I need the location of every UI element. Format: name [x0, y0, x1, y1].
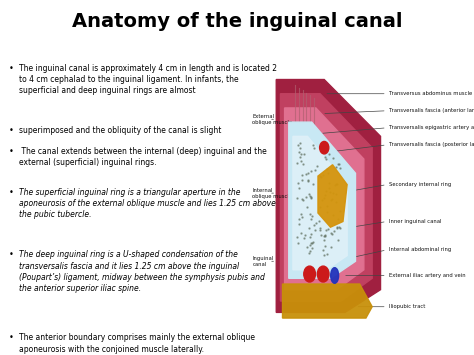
Text: superimposed and the obliquity of the canal is slight: superimposed and the obliquity of the ca…: [19, 126, 222, 135]
Ellipse shape: [331, 268, 338, 283]
Text: Internal
oblique muscle: Internal oblique muscle: [252, 188, 292, 198]
Text: •: •: [9, 188, 13, 197]
Text: The canal extends between the internal (deep) inguinal and the
external (superfi: The canal extends between the internal (…: [19, 147, 267, 167]
Text: Anatomy of the inguinal canal: Anatomy of the inguinal canal: [72, 12, 402, 32]
Text: •: •: [9, 147, 13, 156]
Text: •: •: [9, 251, 13, 260]
Polygon shape: [289, 122, 356, 278]
Circle shape: [304, 266, 316, 282]
Polygon shape: [281, 94, 372, 301]
Text: The inguinal canal is approximately 4 cm in length and is located 2
to 4 cm ceph: The inguinal canal is approximately 4 cm…: [19, 64, 277, 95]
Text: •: •: [9, 333, 13, 343]
Text: Transversus abdominus muscle: Transversus abdominus muscle: [389, 91, 472, 96]
Circle shape: [319, 141, 329, 154]
Text: External
oblique muscle: External oblique muscle: [252, 114, 292, 125]
Polygon shape: [293, 136, 347, 270]
Text: Transversalis fascia (anterior lamina): Transversalis fascia (anterior lamina): [389, 108, 474, 113]
Circle shape: [317, 266, 329, 282]
Text: Inguinal
canal: Inguinal canal: [252, 256, 273, 267]
Text: External iliac artery and vein: External iliac artery and vein: [389, 273, 465, 278]
Text: Inner inguinal canal: Inner inguinal canal: [389, 219, 441, 224]
Polygon shape: [284, 108, 364, 290]
Text: Transversalis fascia (posterior lamina): Transversalis fascia (posterior lamina): [389, 142, 474, 147]
Text: •: •: [9, 64, 13, 73]
Text: The deep inguinal ring is a U-shaped condensation of the
transversalis fascia an: The deep inguinal ring is a U-shaped con…: [19, 251, 265, 293]
Polygon shape: [276, 80, 381, 312]
Text: The anterior boundary comprises mainly the external oblique
aponeurosis with the: The anterior boundary comprises mainly t…: [19, 333, 255, 354]
Text: Internal abdominal ring: Internal abdominal ring: [389, 247, 451, 252]
Polygon shape: [318, 165, 347, 227]
Polygon shape: [283, 284, 372, 318]
Text: Iliopubic tract: Iliopubic tract: [389, 304, 425, 309]
Text: •: •: [9, 126, 13, 135]
Text: Transversalis epigastric artery and vein: Transversalis epigastric artery and vein: [389, 125, 474, 130]
Text: The superficial inguinal ring is a triangular aperture in the
aponeurosis of the: The superficial inguinal ring is a trian…: [19, 188, 276, 219]
Text: Secondary internal ring: Secondary internal ring: [389, 182, 451, 187]
